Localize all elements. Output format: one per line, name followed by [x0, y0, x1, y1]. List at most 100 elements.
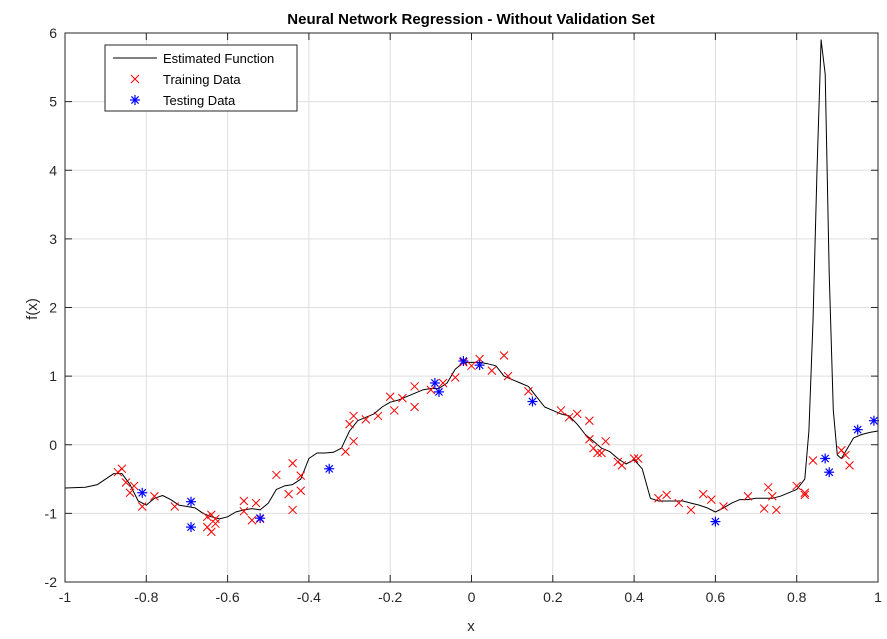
x-tick-label: 1 — [874, 589, 882, 605]
training-data-point — [841, 450, 850, 460]
training-data-point — [772, 505, 781, 515]
training-data-point — [845, 460, 854, 470]
testing-data-point — [137, 487, 148, 498]
y-tick-label: -2 — [45, 574, 58, 590]
training-data-point — [654, 493, 663, 503]
training-data-point — [349, 411, 358, 421]
training-data-point — [341, 447, 350, 456]
training-data-point — [556, 406, 566, 415]
x-tick-label: -0.4 — [297, 589, 321, 605]
training-data-point — [251, 498, 261, 508]
legend-label: Testing Data — [163, 93, 236, 108]
y-tick-label: 6 — [49, 25, 57, 41]
training-data-point — [272, 470, 281, 480]
testing-data-point — [255, 513, 266, 524]
testing-data-point — [186, 522, 197, 533]
training-data-point — [759, 504, 769, 513]
testing-data-point — [710, 516, 721, 527]
training-data-point — [808, 456, 818, 465]
testing-data-point — [474, 360, 485, 371]
training-data-point — [385, 392, 395, 402]
training-data-point — [593, 448, 602, 458]
training-data-point — [800, 488, 810, 498]
training-data-point — [792, 481, 802, 491]
training-data-point — [743, 491, 753, 501]
y-tick-label: 1 — [49, 368, 57, 384]
x-tick-label: -0.6 — [216, 589, 240, 605]
training-data-point — [361, 415, 371, 424]
legend-star-swatch — [130, 95, 140, 105]
training-data-point — [288, 505, 297, 515]
training-data-point — [288, 458, 297, 468]
training-data-point — [686, 505, 696, 515]
series-testing-data — [137, 356, 879, 533]
training-data-point — [633, 454, 643, 463]
training-data-point — [800, 490, 810, 500]
training-data-point — [487, 366, 497, 375]
y-tick-label: 3 — [49, 231, 57, 247]
training-data-point — [398, 393, 407, 403]
training-data-point — [211, 519, 220, 529]
training-data-point — [202, 522, 212, 532]
training-data-point — [719, 502, 728, 511]
legend-item: Training Data — [130, 72, 241, 87]
training-data-point — [129, 481, 139, 491]
training-data-point — [589, 443, 598, 453]
training-data-point — [170, 502, 180, 511]
training-data-point — [117, 464, 127, 474]
legend-label: Training Data — [163, 72, 241, 87]
training-data-point — [585, 416, 594, 426]
training-data-point — [206, 527, 216, 537]
x-tick-label: 0.6 — [706, 589, 726, 605]
training-data-point — [349, 436, 358, 446]
training-data-point — [426, 385, 436, 395]
training-data-point — [585, 434, 594, 444]
training-data-point — [503, 371, 513, 381]
training-data-point — [767, 491, 777, 501]
x-axis-label: x — [467, 618, 475, 635]
training-data-point — [698, 489, 708, 499]
x-tick-label: -0.8 — [134, 589, 158, 605]
training-data-point — [837, 445, 846, 455]
legend-item: Testing Data — [130, 93, 236, 108]
training-data-point — [499, 351, 509, 360]
series-layer — [64, 39, 879, 537]
training-data-point — [674, 498, 684, 508]
training-data-point — [629, 454, 639, 463]
training-data-point — [617, 460, 627, 470]
training-data-point — [410, 402, 419, 412]
y-tick-label: 4 — [49, 162, 57, 178]
series-training-data — [113, 351, 854, 537]
x-tick-label: 0.4 — [624, 589, 644, 605]
testing-data-point — [852, 424, 863, 435]
training-data-point — [202, 512, 212, 522]
tick-labels: -1 -0.8 -0.6 -0.4 -0.2 0 0.2 0.4 0.6 0.8 1-2-10123… — [45, 25, 883, 605]
training-data-point — [601, 436, 610, 446]
testing-data-point — [824, 467, 835, 478]
training-data-point — [706, 495, 716, 505]
training-data-point — [467, 361, 476, 371]
training-data-point — [284, 489, 293, 499]
testing-data-point — [186, 496, 197, 507]
y-tick-label: 5 — [49, 94, 57, 110]
x-tick-label: 0.8 — [787, 589, 807, 605]
training-data-point — [389, 406, 399, 415]
x-tick-label: -0.2 — [378, 589, 402, 605]
training-data-point — [239, 506, 249, 516]
estimated-function-line — [64, 39, 879, 520]
training-data-point — [239, 496, 249, 506]
y-tick-label: 2 — [49, 300, 57, 316]
legend: Estimated Function Training Data Testing D… — [104, 44, 298, 112]
chart-title: Neural Network Regression - Without Vali… — [287, 11, 654, 28]
training-data-point — [662, 490, 671, 500]
testing-data-point — [868, 415, 879, 426]
training-data-point — [247, 515, 257, 525]
testing-data-point — [458, 356, 469, 367]
x-tick-label: 0 — [468, 589, 476, 605]
training-data-point — [438, 378, 448, 388]
training-data-point — [572, 409, 582, 419]
training-data-point — [150, 491, 159, 501]
testing-data-point — [429, 377, 440, 388]
y-tick-label: 0 — [49, 437, 57, 453]
